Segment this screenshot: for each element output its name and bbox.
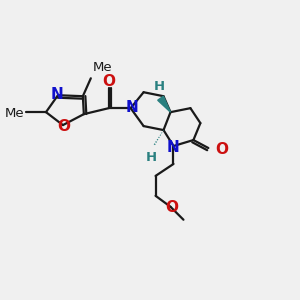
Text: N: N bbox=[51, 87, 63, 102]
Text: H: H bbox=[146, 151, 157, 164]
Text: N: N bbox=[167, 140, 180, 154]
Text: O: O bbox=[165, 200, 178, 215]
Text: H: H bbox=[154, 80, 165, 93]
Text: O: O bbox=[102, 74, 115, 89]
Text: Me: Me bbox=[4, 106, 24, 120]
Text: O: O bbox=[215, 142, 228, 157]
Text: O: O bbox=[57, 118, 70, 134]
Polygon shape bbox=[158, 96, 170, 112]
Text: N: N bbox=[125, 100, 138, 115]
Text: Me: Me bbox=[93, 61, 112, 74]
